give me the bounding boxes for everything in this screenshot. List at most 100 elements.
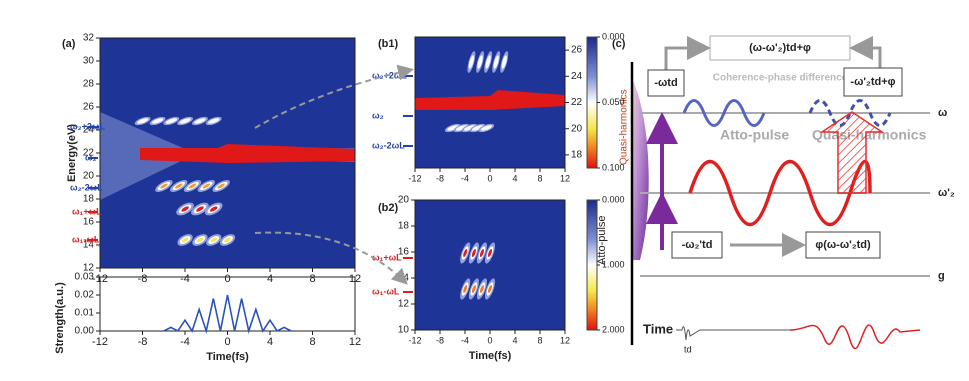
heat-blob — [196, 237, 204, 243]
level-label: ω'₂ — [938, 187, 955, 199]
panel-label: (a) — [62, 38, 76, 50]
y-tick-label: 18 — [571, 150, 583, 161]
y-tick-label: 0.01 — [75, 308, 95, 319]
y-tick-label: 22 — [83, 148, 95, 159]
hatched-arrow — [819, 111, 885, 194]
side-label: Atto-pulse — [596, 215, 608, 265]
heat-blob — [468, 55, 475, 69]
y-tick-label: 20 — [571, 123, 583, 134]
x-tick-label: -4 — [461, 335, 469, 345]
x-tick-label: -4 — [461, 173, 469, 183]
x-tick-label: 4 — [267, 336, 273, 348]
x-tick-label: 8 — [537, 335, 542, 345]
panel-label: (b1) — [378, 38, 399, 50]
colorbar-tick-label: 0.100 — [602, 162, 625, 172]
x-tick-label: -12 — [408, 335, 421, 345]
annotation: ω₁-ωL — [372, 286, 400, 296]
panel-label: (b2) — [378, 202, 399, 214]
formula: (ω-ω'₂)td+φ — [749, 42, 811, 54]
panel-label: (c) — [612, 38, 626, 50]
heat-blob — [209, 206, 218, 212]
x-tick-label: -8 — [138, 336, 148, 348]
annotation: ω₁+ωL — [372, 252, 402, 262]
x-tick-label: -8 — [436, 173, 444, 183]
pulse — [789, 324, 921, 350]
line-series — [163, 294, 292, 335]
annotation: ω₁+ωL — [72, 206, 102, 216]
heat-blob — [165, 118, 177, 124]
heat-blob — [471, 285, 476, 293]
level-label: ω — [938, 107, 947, 119]
y-tick-label: 30 — [83, 56, 95, 67]
x-tick-label: 8 — [309, 336, 315, 348]
caption: Coherence-phase difference — [713, 73, 848, 84]
heat-blob — [151, 118, 164, 124]
colorbar-tick-label: 0.050 — [602, 97, 625, 107]
y-tick-label: 28 — [83, 79, 95, 90]
heat-blob — [188, 183, 197, 189]
x-tick-label: 8 — [309, 273, 315, 285]
y-tick-label: 20 — [398, 195, 410, 206]
y-tick-label: 26 — [571, 45, 583, 56]
annotation: ω₂-2ωL — [70, 182, 103, 192]
y-tick-label: 0.00 — [75, 326, 95, 337]
heat-blob — [485, 55, 491, 69]
x-tick-label: -4 — [180, 336, 190, 348]
heat-blob — [501, 55, 507, 69]
y-tick-label: 12 — [398, 299, 410, 310]
y-tick-label: 0.03 — [75, 272, 95, 283]
box-text: -ωtd — [654, 77, 677, 89]
heat-blob — [447, 125, 459, 131]
heat-blob — [196, 206, 204, 212]
pulse — [676, 326, 790, 341]
atto-shape — [630, 75, 649, 260]
heat-blob — [463, 249, 468, 257]
dashed-arrow — [254, 64, 414, 129]
x-tick-label: -12 — [92, 336, 108, 348]
y-tick-label: 16 — [398, 247, 410, 258]
y-tick-label: 0.02 — [75, 290, 95, 301]
heatmap-bg — [415, 200, 565, 330]
box-text: -ω₂'td — [682, 239, 713, 251]
heat-blob — [160, 183, 168, 189]
plot-frame — [99, 276, 356, 332]
heat-blob — [463, 285, 468, 293]
annotation: ω₂+2ωL — [70, 121, 105, 131]
box — [805, 231, 881, 259]
x-tick-label: 12 — [560, 173, 570, 183]
level-label: g — [938, 270, 945, 282]
heat-band — [140, 144, 355, 163]
heat-blob — [137, 118, 149, 124]
y-axis-label: Strength(a.u.) — [54, 282, 66, 354]
heat-blob — [181, 237, 189, 243]
heat-blob — [194, 118, 206, 124]
heat-blob — [208, 118, 220, 124]
y-tick-label: 18 — [83, 194, 95, 205]
y-tick-label: 22 — [571, 97, 583, 108]
heat-blob — [471, 125, 484, 131]
diagram: (c) ω ω'₂ g (ω-ω'₂)td+φ Coherence-phase … — [596, 35, 955, 354]
y-tick-label: 14 — [83, 240, 95, 251]
heat-blob — [175, 183, 183, 189]
x-tick-label: 0 — [487, 335, 492, 345]
x-tick-label: -4 — [180, 273, 190, 285]
y-tick-label: 24 — [83, 125, 95, 136]
td-label: td — [684, 344, 692, 354]
arrow — [664, 36, 711, 80]
heat-blob — [480, 125, 492, 131]
colorbar-tick-label: 0.000 — [602, 31, 625, 41]
y-tick-label: 26 — [83, 102, 95, 113]
x-axis-label: Time(fs) — [206, 351, 249, 363]
x-tick-label: 4 — [512, 335, 517, 345]
heat-blob — [463, 125, 476, 131]
box — [843, 67, 903, 97]
heat-blob — [202, 183, 211, 189]
heat-blob — [217, 183, 225, 189]
heat-blob — [487, 285, 493, 293]
x-tick-label: 0 — [224, 273, 230, 285]
x-tick-label: 8 — [537, 173, 542, 183]
annotation: ω₁-ωL — [72, 234, 100, 244]
colorbar-tick-label: 1.000 — [602, 259, 625, 269]
x-tick-label: 4 — [512, 173, 517, 183]
